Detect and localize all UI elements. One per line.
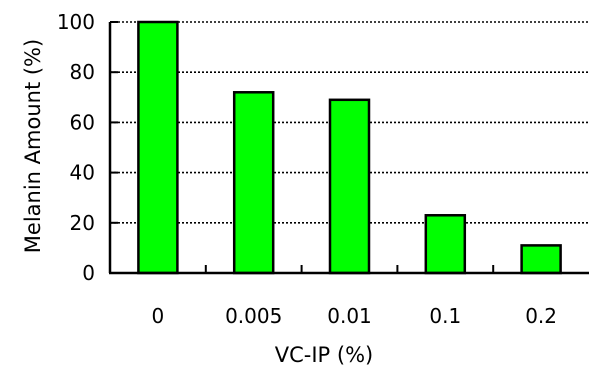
axes — [108, 21, 589, 275]
x-axis-label: VC-IP (%) — [275, 343, 373, 367]
bar — [232, 91, 275, 275]
bar — [328, 98, 371, 275]
y-tick-label: 80 — [70, 60, 95, 84]
y-tick-label: 0 — [82, 261, 95, 285]
x-tick-label: 0.1 — [429, 304, 461, 328]
bar — [520, 244, 562, 275]
x-tick-label: 0.2 — [525, 304, 557, 328]
bar — [424, 214, 467, 275]
y-tick-labels: 0 20 40 60 80 100 — [57, 10, 95, 285]
x-tick-label: 0 — [152, 304, 165, 328]
bars — [137, 20, 562, 275]
x-tick-label: 0.005 — [225, 304, 282, 328]
x-tick-labels: 0 0.005 0.01 0.1 0.2 — [152, 304, 557, 328]
y-tick-label: 40 — [70, 161, 95, 185]
x-tick-label: 0.01 — [327, 304, 372, 328]
y-axis-label: Melanin Amount (%) — [21, 39, 45, 253]
y-tick-label: 100 — [57, 10, 95, 34]
y-tick-label: 60 — [70, 110, 95, 134]
y-tick-label: 20 — [70, 211, 95, 235]
bar — [137, 20, 179, 275]
